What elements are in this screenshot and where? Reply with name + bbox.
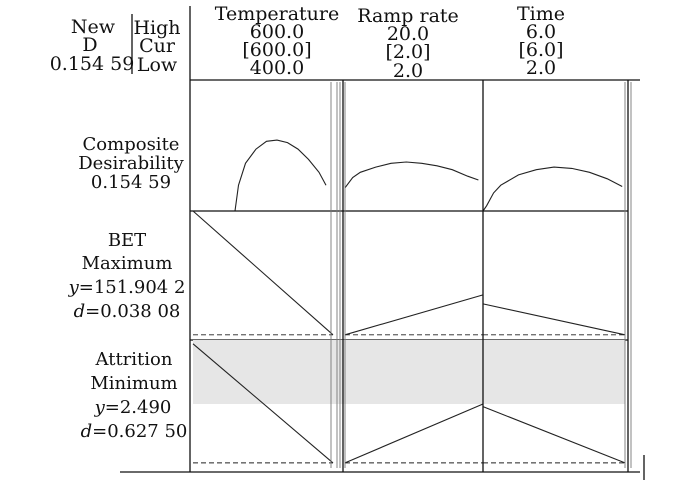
curve-row-0-col-1 — [344, 161, 479, 189]
row-bet-title2: Maximum — [82, 253, 173, 274]
factor-ramp-rate-high: 20.0 — [387, 23, 429, 45]
summary-cur-label: Cur — [139, 35, 176, 57]
factor-time-name: Time — [517, 3, 565, 25]
curve-row-1-col-0 — [192, 210, 334, 336]
factor-time-low: 2.0 — [526, 57, 556, 79]
row-attrition-title: Attrition — [95, 349, 173, 370]
factor-ramp-rate-low: 2.0 — [393, 60, 423, 82]
summary-d-value: 0.154 59 — [50, 53, 135, 75]
factor-time-high: 6.0 — [526, 21, 556, 43]
target-band-row-2 — [193, 340, 625, 404]
row-bet-title: BET — [108, 230, 146, 251]
curve-row-1-col-2 — [482, 303, 626, 336]
curve-row-2-col-1 — [344, 403, 484, 464]
row-bet-y: y=151.904 2 — [68, 277, 186, 298]
row-attrition-title2: Minimum — [90, 373, 177, 394]
summary-low-label: Low — [137, 54, 178, 76]
row-composite-title: Composite — [83, 134, 180, 155]
factor-temperature-name: Temperature — [215, 3, 339, 25]
panel-grid — [189, 80, 632, 472]
row-composite-value: 0.154 59 — [91, 172, 171, 193]
row-attrition-y: y=2.490 — [94, 397, 172, 418]
curve-row-1-col-1 — [344, 294, 484, 336]
summary-new-label: New — [71, 16, 116, 38]
curve-row-2-col-0 — [192, 343, 334, 464]
row-composite-title2: Desirability — [78, 153, 184, 174]
row-bet-d: d=0.038 08 — [74, 301, 181, 322]
factor-temperature-cur: [600.0] — [242, 39, 311, 61]
summary-high-label: High — [133, 17, 180, 39]
factor-ramp-rate-cur: [2.0] — [385, 41, 430, 63]
curve-row-0-col-0 — [193, 139, 327, 212]
factor-time-cur: [6.0] — [518, 39, 563, 61]
factor-temperature-low: 400.0 — [250, 57, 304, 79]
factor-ramp-rate-name: Ramp rate — [357, 5, 459, 27]
summary-d-label: D — [82, 34, 97, 56]
factor-temperature-high: 600.0 — [250, 21, 304, 43]
row-attrition-d: d=0.627 50 — [81, 421, 188, 442]
curve-row-2-col-2 — [482, 406, 626, 464]
curve-row-0-col-2 — [482, 166, 623, 212]
